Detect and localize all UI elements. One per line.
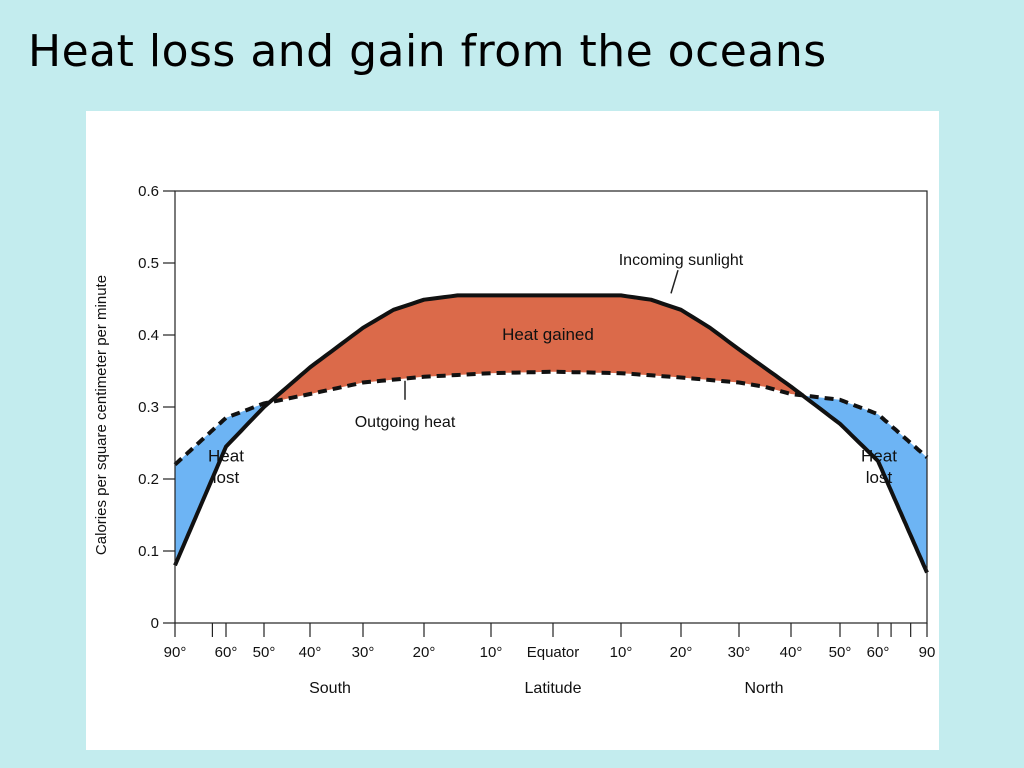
- north-label: North: [744, 680, 783, 697]
- figure-panel: 0 0.1 0.2 0.3 0.4 0.5 0.6 90° 60° 50° 40° 30° 20° 10°…: [86, 111, 939, 750]
- heat-lost-label-south-line1: Heat: [208, 446, 244, 465]
- y-tick-label: 0.6: [138, 183, 159, 200]
- x-tick-label: 90°: [164, 644, 187, 661]
- x-tick-label: 40°: [299, 644, 322, 661]
- plot-frame: [174, 190, 928, 624]
- y-tick-label: 0.1: [138, 543, 159, 560]
- axes: 0 0.1 0.2 0.3 0.4 0.5 0.6 90° 60° 50° 40° 30° 20° 10°…: [138, 183, 935, 661]
- incoming-sunlight-line: [173, 293, 929, 574]
- heat-balance-chart: 0 0.1 0.2 0.3 0.4 0.5 0.6 90° 60° 50° 40° 30° 20° 10°…: [93, 183, 935, 697]
- x-tick-label: 60°: [215, 644, 238, 661]
- x-tick-label: 10°: [480, 644, 503, 661]
- x-tick-label: Equator: [527, 644, 580, 661]
- incoming-sunlight-leader: [670, 269, 679, 294]
- series-lines: [173, 293, 929, 574]
- heat-lost-label-north-line1: Heat: [861, 446, 897, 465]
- slide-title: Heat loss and gain from the oceans: [28, 26, 827, 77]
- heat-gained-label: Heat gained: [502, 325, 594, 344]
- x-tick-label: 20°: [413, 644, 436, 661]
- incoming-sunlight-label: Incoming sunlight: [619, 252, 744, 269]
- x-tick-label: 10°: [610, 644, 633, 661]
- y-tick-label: 0.2: [138, 471, 159, 488]
- x-tick-label: 20°: [670, 644, 693, 661]
- x-tick-label: 30°: [352, 644, 375, 661]
- x-tick-label: 50°: [253, 644, 276, 661]
- x-tick-label: 40°: [780, 644, 803, 661]
- y-tick-label: 0.3: [138, 399, 159, 416]
- y-tick-label: 0: [151, 615, 159, 632]
- x-tick-label: 50°: [829, 644, 852, 661]
- chart-labels: Calories per square centimeter per minut…: [93, 252, 897, 697]
- x-axis-label: Latitude: [525, 680, 582, 697]
- y-tick-label: 0.4: [138, 327, 159, 344]
- heat-lost-area-north: [803, 395, 927, 573]
- y-tick-label: 0.5: [138, 255, 159, 272]
- x-tick-label: 90: [919, 644, 936, 661]
- outgoing-heat-label: Outgoing heat: [355, 414, 456, 431]
- x-tick-label: 30°: [728, 644, 751, 661]
- x-tick-label: 60°: [867, 644, 890, 661]
- y-axis-label: Calories per square centimeter per minut…: [93, 275, 110, 555]
- heat-lost-label-south-line2: lost: [213, 468, 240, 487]
- south-label: South: [309, 680, 351, 697]
- heat-lost-label-north-line2: lost: [866, 468, 893, 487]
